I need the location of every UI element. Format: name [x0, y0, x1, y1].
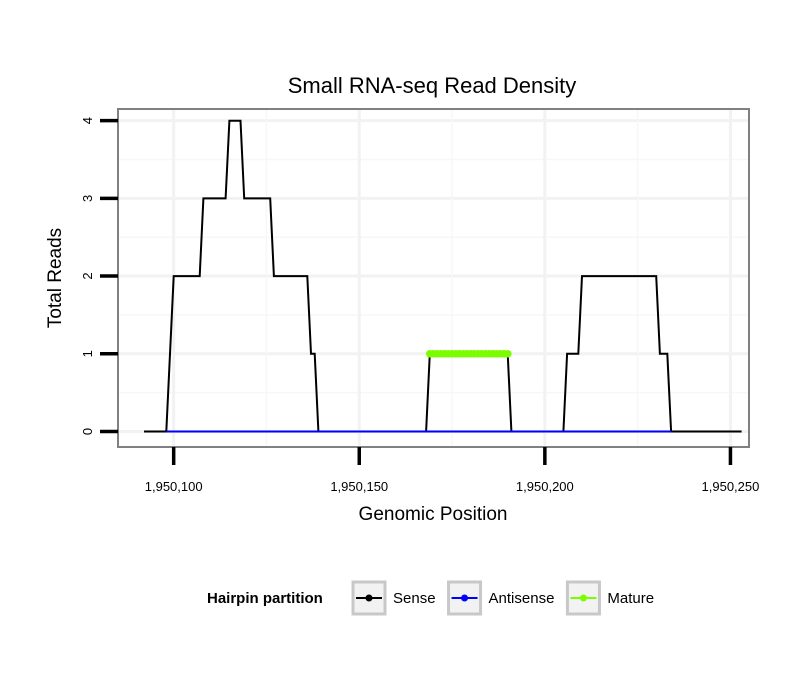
legend-key-point-sense	[365, 594, 373, 602]
series-layer	[144, 119, 742, 433]
x-tick-label: 1,950,200	[516, 479, 574, 494]
x-tick-label: 1,950,250	[702, 479, 760, 494]
y-tick-label: 4	[80, 117, 95, 124]
grid	[118, 109, 749, 447]
axes: 0 1 2 3 4 1,950,100 1,950,150 1,950,200 1,950,25…	[80, 117, 759, 494]
y-tick-label: 0	[80, 428, 95, 435]
legend: Hairpin partition Sense Antisense Mature	[207, 580, 654, 616]
x-tick-label: 1,950,150	[330, 479, 388, 494]
x-tick-label: 1,950,100	[145, 479, 203, 494]
series-line-sense	[144, 119, 742, 433]
legend-title: Hairpin partition	[207, 590, 323, 607]
legend-key-point-mature	[579, 594, 587, 602]
x-axis-label: Genomic Position	[359, 504, 508, 525]
chart-title: Small RNA-seq Read Density	[288, 73, 577, 98]
legend-label-antisense: Antisense	[489, 590, 555, 607]
y-tick-label: 3	[80, 195, 95, 202]
y-tick-label: 2	[80, 272, 95, 279]
y-tick-label: 1	[80, 350, 95, 357]
series-point-mature	[503, 349, 512, 358]
y-axis-label: Total Reads	[45, 228, 66, 328]
legend-label-sense: Sense	[393, 590, 436, 607]
legend-label-mature: Mature	[607, 590, 654, 607]
plot-panel-border	[117, 108, 750, 448]
legend-key-point-antisense	[461, 594, 469, 602]
